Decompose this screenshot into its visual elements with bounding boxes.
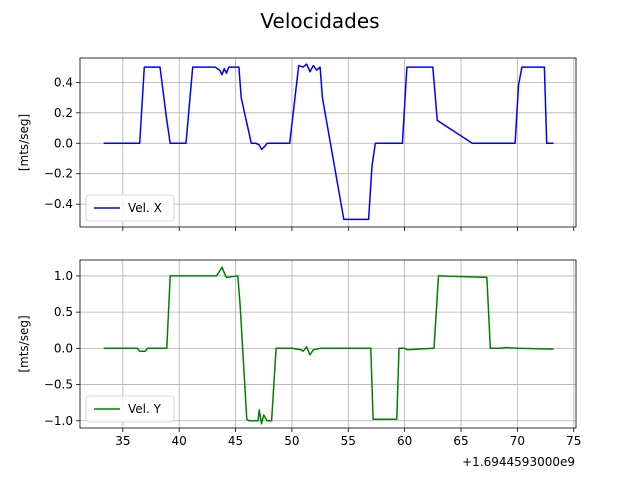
x-offset-label: +1.6944593000e9	[462, 455, 575, 469]
x-tick-label: 65	[453, 434, 468, 448]
x-tick-label: 55	[341, 434, 356, 448]
y-tick-label: 1.0	[54, 269, 73, 283]
y-tick-label: 0.0	[54, 136, 73, 150]
subplot-vel-x: −0.4 −0.2 0.0 0.2 0.4 [mts/seg] Vel. X	[17, 57, 577, 231]
figure-title: Velocidades	[260, 9, 379, 33]
y-axis-label: [mts/seg]	[17, 315, 31, 372]
y-tick-label: 0.2	[54, 106, 73, 120]
y-tick-label: −0.4	[44, 197, 73, 211]
y-tick-label: 0.4	[54, 75, 73, 89]
legend-label: Vel. X	[128, 201, 162, 215]
y-tick-label: −0.2	[44, 167, 73, 181]
legend-box	[85, 194, 175, 222]
x-tick-label: 35	[115, 434, 130, 448]
subplot-vel-y: 35 40 45 50 55 60 65 70 75 −1.0 −0.5 0.0 0.5 1.0 [mts/…	[17, 259, 581, 448]
y-tick-label: −0.5	[44, 378, 73, 392]
x-tick-label: 50	[284, 434, 299, 448]
x-tick-label: 60	[397, 434, 412, 448]
y-tick-label: 0.5	[54, 305, 73, 319]
x-tick-label: 40	[172, 434, 187, 448]
x-tick-label: 70	[510, 434, 525, 448]
legend-box	[85, 395, 175, 423]
x-tick-label: 75	[566, 434, 581, 448]
y-tick-label: 0.0	[54, 341, 73, 355]
series-line-vel-x	[103, 63, 554, 221]
legend-label: Vel. Y	[128, 402, 162, 416]
series-line-vel-y	[103, 266, 554, 425]
y-tick-label: −1.0	[44, 414, 73, 428]
y-axis-label: [mts/seg]	[17, 114, 31, 171]
x-tick-label: 45	[228, 434, 243, 448]
axes-frame	[79, 259, 577, 429]
axes-frame	[79, 57, 577, 228]
